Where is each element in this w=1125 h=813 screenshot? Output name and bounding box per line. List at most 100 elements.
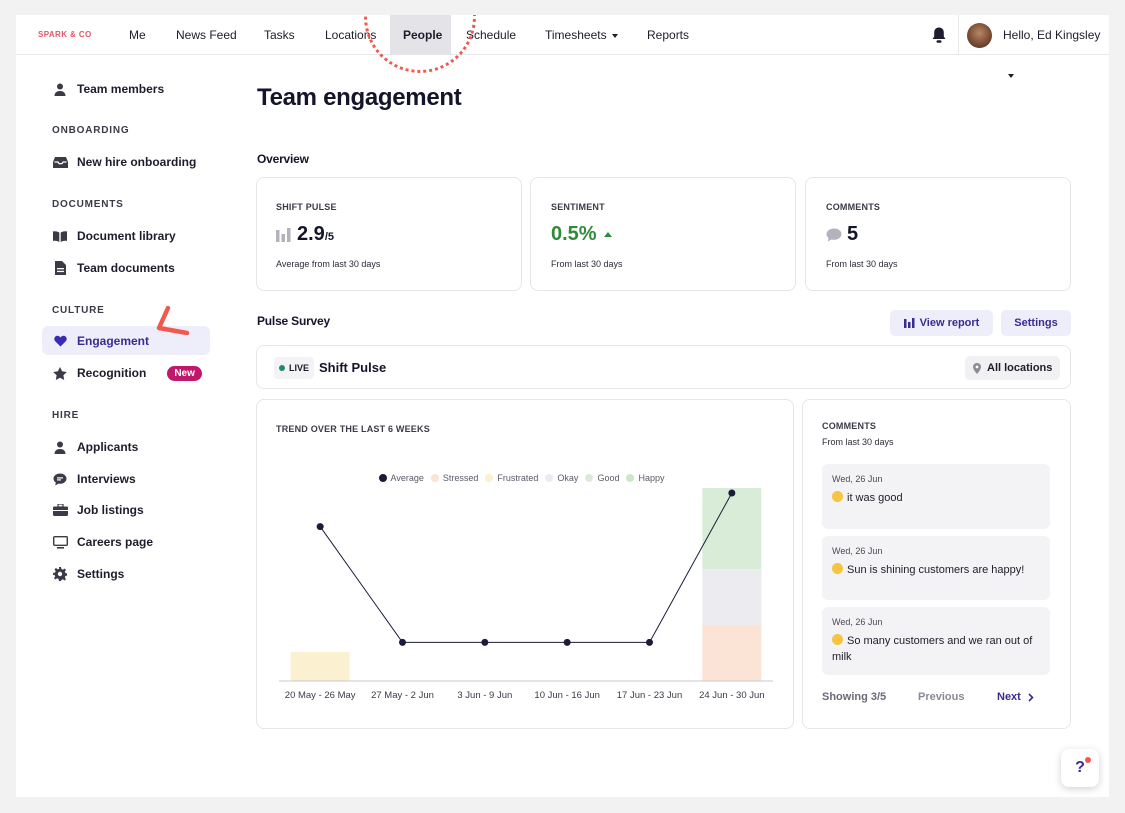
nav-divider: [958, 15, 959, 55]
gear-icon: [52, 566, 68, 582]
chat-icon: [52, 471, 68, 487]
bar-chart-icon: [276, 227, 291, 242]
bar-frustrated: [290, 652, 350, 681]
nav-tasks[interactable]: Tasks: [264, 28, 295, 42]
nav-news-feed[interactable]: News Feed: [176, 28, 237, 42]
comment-icon: [826, 228, 842, 241]
previous-button[interactable]: Previous: [918, 691, 965, 703]
comment-text: So many customers and we ran out of milk: [832, 635, 1033, 663]
legend-swatch: [378, 474, 387, 482]
greeting-text: Hello, Ed Kingsley: [1003, 28, 1101, 42]
location-filter[interactable]: All locations: [965, 356, 1061, 380]
user-menu[interactable]: Hello, Ed Kingsley: [1003, 15, 1109, 78]
nav-timesheets-label: Timesheets: [545, 28, 607, 42]
sidebar-item-label: Interviews: [77, 472, 136, 486]
sidebar-item-label: Team members: [77, 82, 165, 96]
star-icon: [52, 365, 68, 381]
live-badge: LIVE: [274, 357, 315, 379]
sidebar-item-team-members[interactable]: Team members: [42, 75, 210, 103]
comment-item: Wed, 26 Jun So many customers and we ran…: [822, 607, 1050, 675]
sidebar-item-settings[interactable]: Settings: [42, 560, 210, 588]
arrow-up-icon: [603, 231, 612, 237]
comments-title: COMMENTS: [822, 421, 877, 431]
sidebar-item-new-hire[interactable]: New hire onboarding: [42, 148, 210, 176]
stat-label: SHIFT PULSE: [276, 202, 337, 212]
comment-text: Sun is shining customers are happy!: [847, 564, 1025, 576]
overview-heading: Overview: [257, 152, 309, 166]
nav-reports[interactable]: Reports: [647, 28, 690, 42]
sidebar-item-engagement[interactable]: Engagement: [42, 326, 210, 355]
view-report-button[interactable]: View report: [890, 310, 993, 336]
notification-dot: [1085, 757, 1091, 763]
sidebar-item-applicants[interactable]: Applicants: [42, 433, 210, 461]
legend-item-average: Average: [378, 473, 424, 483]
stat-card-comments: COMMENTS 5 From last 30 days: [805, 177, 1071, 291]
nav-locations[interactable]: Locations: [325, 28, 377, 42]
stat-suffix: /5: [324, 231, 334, 243]
chevron-right-icon: [1028, 692, 1034, 702]
document-icon: [52, 260, 68, 276]
heart-icon: [52, 333, 68, 349]
legend-label: Happy: [638, 473, 665, 483]
next-button[interactable]: Next: [997, 691, 1034, 703]
sidebar-item-label: Settings: [77, 567, 125, 581]
comment-body: it was good: [832, 490, 1040, 506]
view-report-label: View report: [919, 317, 980, 329]
comment-item: Wed, 26 Jun Sun is shining customers are…: [822, 536, 1050, 600]
comment-text: it was good: [847, 492, 903, 504]
comment-date: Wed, 26 Jun: [832, 617, 883, 627]
settings-button[interactable]: Settings: [1001, 310, 1071, 336]
data-point: [563, 638, 571, 646]
pulse-survey-heading: Pulse Survey: [257, 314, 330, 328]
bar-okay: [702, 569, 762, 626]
stat-value-row: 5: [826, 223, 858, 246]
sidebar-item-label: Document library: [77, 229, 176, 243]
help-label: ?: [1075, 759, 1085, 776]
sidebar-item-interviews[interactable]: Interviews: [42, 465, 210, 493]
chart-legend: Average Stressed Frustrated Okay Good Happy: [257, 469, 793, 487]
book-icon: [52, 228, 68, 244]
legend-label: Frustrated: [497, 473, 539, 483]
stat-value: 5: [847, 223, 859, 245]
nav-timesheets[interactable]: Timesheets: [545, 15, 618, 55]
map-pin-icon: [973, 362, 981, 374]
nav-me[interactable]: Me: [129, 28, 146, 42]
stat-value: 2.9: [297, 223, 325, 245]
bell-icon[interactable]: [931, 26, 947, 44]
help-button[interactable]: ?: [1061, 749, 1099, 787]
legend-item-frustrated: Frustrated: [485, 473, 538, 483]
legend-item-stressed: Stressed: [430, 473, 478, 483]
page-title: Team engagement: [257, 84, 462, 111]
trend-chart: 20 May - 26 May 27 May - 2 Jun 3 Jun - 9 J…: [279, 488, 773, 701]
inbox-icon: [52, 154, 68, 170]
legend-label: Average: [390, 473, 424, 483]
sidebar-item-careers-page[interactable]: Careers page: [42, 528, 210, 556]
trend-chart-card: TREND OVER THE LAST 6 WEEKS Average Stres…: [256, 399, 794, 729]
stat-card-shift-pulse: SHIFT PULSE 2.9 /5 Average from last 30 …: [256, 177, 522, 291]
stat-note: From last 30 days: [551, 259, 623, 269]
sidebar-item-document-library[interactable]: Document library: [42, 222, 210, 250]
sidebar-item-team-documents[interactable]: Team documents: [42, 254, 210, 282]
stat-note: From last 30 days: [826, 259, 898, 269]
data-point: [646, 638, 653, 646]
data-point: [316, 523, 324, 531]
sidebar-item-label: Careers page: [77, 535, 154, 549]
nav-people[interactable]: People: [390, 15, 451, 55]
sidebar-item-recognition[interactable]: Recognition New: [42, 359, 210, 387]
data-point: [399, 638, 406, 646]
chart-title: TREND OVER THE LAST 6 WEEKS: [276, 424, 430, 434]
legend-swatch: [430, 474, 439, 482]
data-point: [481, 638, 489, 646]
comment-date: Wed, 26 Jun: [832, 546, 883, 556]
stat-note: Average from last 30 days: [276, 259, 381, 269]
sidebar-heading-hire: HIRE: [52, 410, 80, 421]
nav-schedule[interactable]: Schedule: [466, 28, 517, 42]
sidebar-item-label: Job listings: [77, 503, 144, 517]
x-tick-label: 24 Jun - 30 Jun: [699, 690, 765, 701]
legend-item-good: Good: [585, 473, 619, 483]
sidebar-item-job-listings[interactable]: Job listings: [42, 496, 210, 524]
avatar[interactable]: [967, 23, 992, 48]
brand-logo[interactable]: SPARK & CO: [38, 30, 92, 39]
chevron-down-icon: [1008, 73, 1014, 78]
x-tick-label: 20 May - 26 May: [285, 690, 356, 701]
